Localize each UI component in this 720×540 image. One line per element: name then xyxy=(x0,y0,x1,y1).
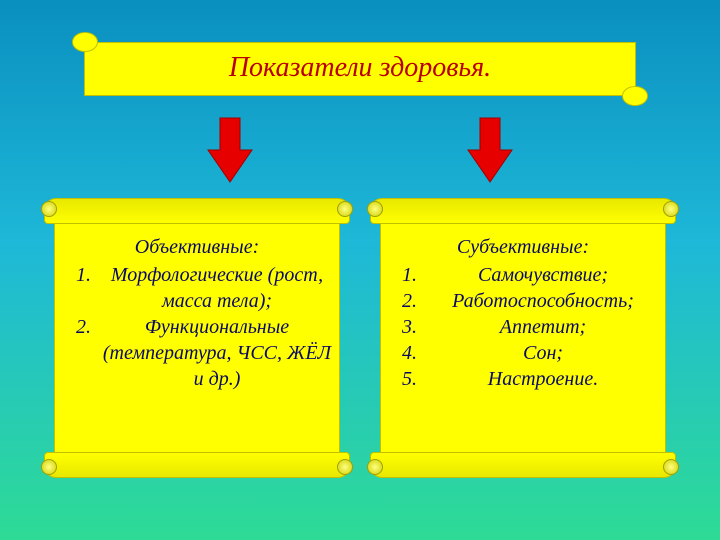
scroll-knob-icon xyxy=(41,459,57,475)
scroll-roll-icon xyxy=(44,198,350,224)
left-panel-content: Объективные: Морфологические (рост, масс… xyxy=(60,234,334,392)
scroll-roll-icon xyxy=(370,452,676,478)
list-item: Сон; xyxy=(422,340,660,366)
list-item: Аппетит; xyxy=(422,314,660,340)
list-item: Настроение. xyxy=(422,366,660,392)
right-panel-list: Самочувствие; Работоспособность; Аппетит… xyxy=(386,262,660,392)
scroll-knob-icon xyxy=(663,459,679,475)
page-title: Показатели здоровья. xyxy=(80,52,640,84)
arrow-down-icon xyxy=(206,116,254,184)
scroll-roll-icon xyxy=(370,198,676,224)
right-panel-heading: Субъективные: xyxy=(386,234,660,260)
right-scroll-panel: Субъективные: Самочувствие; Работоспособ… xyxy=(370,198,676,478)
scroll-knob-icon xyxy=(337,459,353,475)
list-item: Работоспособность; xyxy=(422,288,660,314)
list-item: Морфологические (рост, масса тела); xyxy=(96,262,334,314)
scroll-roll-icon xyxy=(44,452,350,478)
left-panel-list: Морфологические (рост, масса тела); Функ… xyxy=(60,262,334,392)
scroll-knob-icon xyxy=(367,459,383,475)
list-item: Функциональные (температура, ЧСС, ЖЁЛ и … xyxy=(96,314,334,392)
scroll-curl-icon xyxy=(622,86,648,106)
arrow-down-icon xyxy=(466,116,514,184)
scroll-curl-icon xyxy=(72,32,98,52)
scroll-knob-icon xyxy=(337,201,353,217)
scroll-knob-icon xyxy=(367,201,383,217)
left-scroll-panel: Объективные: Морфологические (рост, масс… xyxy=(44,198,350,478)
scroll-knob-icon xyxy=(41,201,57,217)
scroll-knob-icon xyxy=(663,201,679,217)
list-item: Самочувствие; xyxy=(422,262,660,288)
title-banner: Показатели здоровья. xyxy=(80,38,640,100)
left-panel-heading: Объективные: xyxy=(60,234,334,260)
right-panel-content: Субъективные: Самочувствие; Работоспособ… xyxy=(386,234,660,392)
